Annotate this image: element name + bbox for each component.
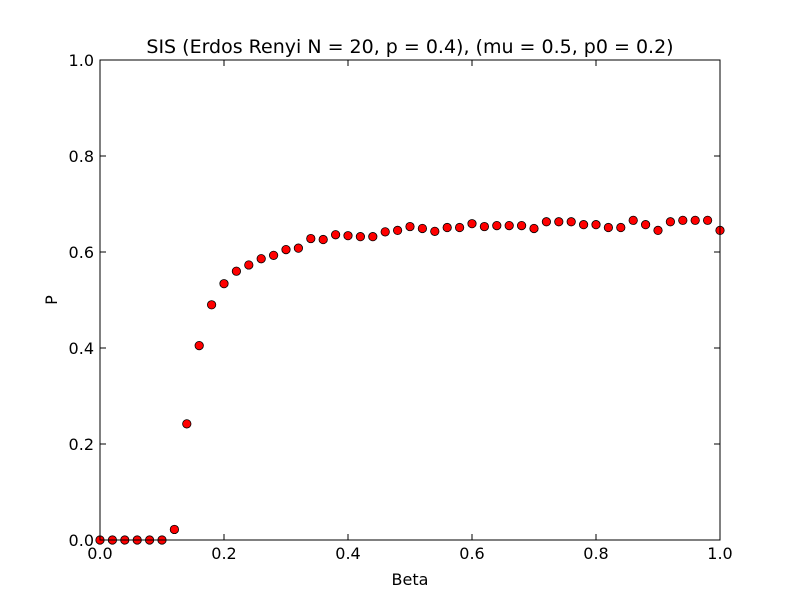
data-point: [442, 222, 452, 233]
data-point: [430, 226, 440, 236]
data-point: [368, 232, 378, 242]
data-point: [665, 217, 676, 227]
data-point: [454, 222, 465, 233]
data-point: [690, 215, 700, 225]
y-tick-label: 0.6: [69, 243, 94, 262]
chart-title: SIS (Erdos Renyi N = 20, p = 0.4), (mu =…: [146, 36, 673, 58]
data-point: [219, 279, 229, 289]
data-point: [640, 220, 651, 230]
data-point: [616, 222, 626, 233]
data-point: [479, 221, 489, 232]
x-tick-label: 0.0: [87, 544, 112, 563]
data-point: [504, 221, 514, 231]
plot-frame: [99, 59, 721, 541]
data-point: [207, 300, 217, 310]
data-point: [405, 221, 415, 232]
x-tick-label: 0.8: [583, 544, 608, 563]
data-point: [591, 220, 601, 230]
data-point: [306, 233, 316, 244]
data-point: [244, 260, 254, 270]
y-tick-label: 0.2: [69, 435, 94, 454]
data-point: [578, 220, 589, 230]
data-point: [182, 419, 192, 429]
data-point: [281, 245, 291, 255]
data-point: [318, 234, 328, 245]
data-point: [417, 223, 427, 234]
data-point: [603, 222, 614, 233]
x-tick-label: 0.4: [335, 544, 360, 563]
x-tick-label: 0.6: [459, 544, 484, 563]
data-point: [343, 231, 353, 241]
data-point: [653, 225, 663, 235]
data-point: [231, 266, 241, 276]
y-axis-label: P: [42, 295, 61, 305]
data-point: [293, 243, 303, 253]
x-tick-label: 0.2: [211, 544, 236, 563]
x-tick-label: 1.0: [707, 544, 732, 563]
data-point: [678, 215, 688, 225]
data-point: [467, 219, 477, 229]
data-point: [256, 254, 266, 264]
data-point: [194, 340, 204, 351]
axis-ticks: 0.0 0.2 0.4 0.6 0.8 1.0 0.0 0.2 0.4 0.6 0.8 1.0: [69, 51, 733, 563]
data-point: [702, 215, 713, 225]
data-point: [566, 217, 576, 227]
data-point: [541, 217, 552, 227]
y-tick-label: 0.4: [69, 339, 94, 358]
data-points: [95, 215, 725, 545]
data-point: [392, 225, 403, 235]
data-point: [529, 223, 539, 234]
data-point: [169, 524, 179, 535]
data-point: [355, 232, 365, 242]
data-point: [380, 227, 390, 237]
y-tick-label: 0.0: [69, 531, 94, 550]
y-tick-label: 0.8: [69, 147, 94, 166]
data-point: [268, 250, 279, 260]
data-point: [330, 230, 341, 240]
x-axis-label: Beta: [392, 570, 429, 589]
data-point: [628, 215, 638, 225]
data-point: [554, 217, 564, 227]
y-tick-label: 1.0: [69, 51, 94, 70]
data-point: [492, 221, 502, 231]
data-point: [516, 221, 527, 231]
